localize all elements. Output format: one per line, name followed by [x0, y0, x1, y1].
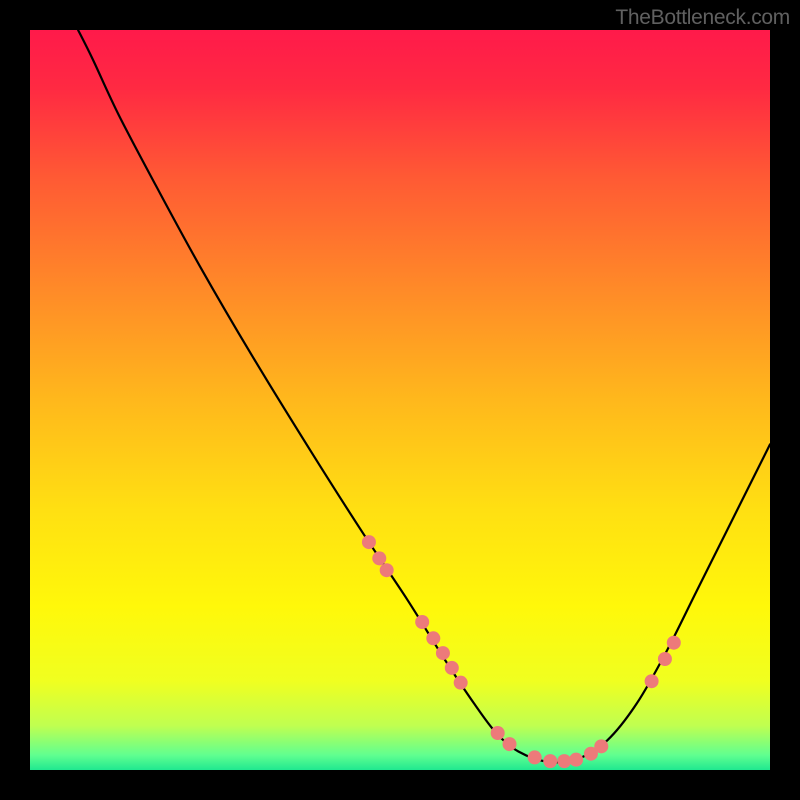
data-marker	[426, 631, 440, 645]
data-marker	[667, 636, 681, 650]
data-marker	[372, 551, 386, 565]
plot-area	[30, 30, 770, 770]
data-marker	[445, 661, 459, 675]
data-marker	[362, 535, 376, 549]
data-marker	[645, 674, 659, 688]
data-marker	[543, 754, 557, 768]
data-marker	[503, 737, 517, 751]
data-marker	[557, 754, 571, 768]
curve-layer	[30, 30, 770, 770]
data-marker	[415, 615, 429, 629]
watermark-text: TheBottleneck.com	[615, 6, 790, 30]
data-marker	[658, 652, 672, 666]
data-marker	[436, 646, 450, 660]
data-marker	[569, 753, 583, 767]
data-marker	[491, 726, 505, 740]
data-marker	[594, 739, 608, 753]
data-marker	[528, 750, 542, 764]
data-marker	[454, 676, 468, 690]
marker-group	[362, 535, 681, 768]
data-marker	[380, 563, 394, 577]
